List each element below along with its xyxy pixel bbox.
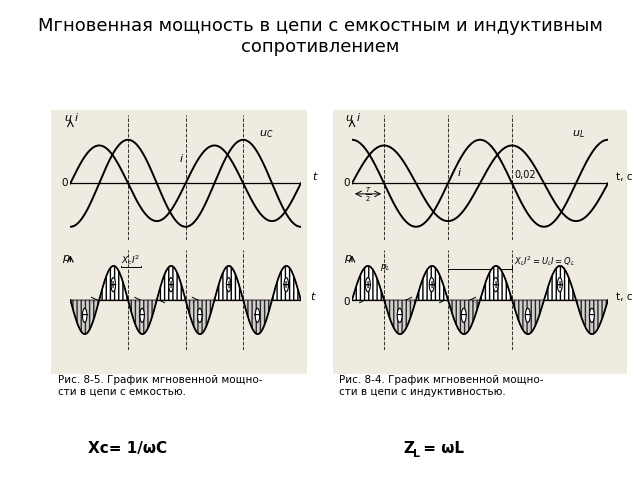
Text: $X_LI^2{=}U_LI{=}Q_L$: $X_LI^2{=}U_LI{=}Q_L$: [514, 254, 575, 268]
Text: +: +: [364, 280, 372, 289]
Text: Мгновенная мощность в цепи с емкостным и индуктивным
сопротивлением: Мгновенная мощность в цепи с емкостным и…: [38, 17, 602, 56]
Text: +: +: [492, 280, 500, 289]
Text: 0: 0: [61, 178, 68, 188]
Text: $u_C$: $u_C$: [259, 128, 274, 140]
Circle shape: [83, 308, 87, 323]
Circle shape: [365, 277, 371, 292]
Text: +: +: [167, 280, 175, 289]
Text: i: i: [357, 113, 360, 123]
Text: i: i: [179, 155, 182, 165]
Circle shape: [169, 277, 173, 292]
Text: $u_L$: $u_L$: [572, 128, 585, 140]
Text: t, c: t, c: [616, 172, 632, 182]
Text: +: +: [109, 280, 117, 289]
Text: 0,02: 0,02: [514, 169, 536, 180]
Text: t: t: [312, 172, 317, 182]
Text: u: u: [64, 113, 71, 123]
Circle shape: [397, 308, 402, 323]
Text: Рис. 8-4. График мгновенной мощно-
сти в цепи с индуктивностью.: Рис. 8-4. График мгновенной мощно- сти в…: [339, 375, 544, 397]
Text: −: −: [253, 311, 262, 320]
Text: = ωL: = ωL: [418, 441, 464, 456]
Text: −: −: [588, 311, 596, 320]
Text: $p_L$: $p_L$: [380, 262, 391, 273]
Text: L: L: [413, 449, 420, 458]
Text: +: +: [225, 280, 233, 289]
Circle shape: [140, 308, 145, 323]
Text: t, c: t, c: [616, 292, 632, 302]
Text: Z: Z: [403, 441, 414, 456]
Circle shape: [461, 308, 466, 323]
Circle shape: [589, 308, 595, 323]
Text: −: −: [396, 311, 404, 320]
Text: −: −: [196, 311, 204, 320]
Circle shape: [111, 277, 115, 292]
Text: $\frac{T}{2}$: $\frac{T}{2}$: [365, 185, 371, 204]
Text: t: t: [310, 292, 314, 302]
Circle shape: [557, 277, 563, 292]
Text: 0: 0: [344, 178, 350, 188]
Text: p: p: [344, 253, 351, 264]
Circle shape: [255, 308, 260, 323]
Text: +: +: [428, 280, 436, 289]
Text: $X_cI^2$: $X_cI^2$: [122, 253, 140, 267]
Text: Рис. 8-5. График мгновенной мощно-
сти в цепи с емкостью.: Рис. 8-5. График мгновенной мощно- сти в…: [58, 375, 262, 397]
Circle shape: [284, 277, 289, 292]
Text: −: −: [138, 311, 146, 320]
Text: u: u: [346, 113, 353, 123]
Text: −: −: [81, 311, 89, 320]
Text: p: p: [62, 253, 69, 264]
Text: −: −: [460, 311, 468, 320]
Text: Xc= 1/ωC: Xc= 1/ωC: [88, 441, 168, 456]
Circle shape: [493, 277, 498, 292]
Text: +: +: [556, 280, 564, 289]
Text: +: +: [282, 280, 291, 289]
Circle shape: [227, 277, 231, 292]
Circle shape: [525, 308, 530, 323]
Circle shape: [198, 308, 202, 323]
Text: 0: 0: [344, 297, 350, 307]
Text: i: i: [458, 168, 461, 179]
Text: −: −: [524, 311, 532, 320]
Circle shape: [429, 277, 434, 292]
Text: i: i: [74, 113, 77, 123]
